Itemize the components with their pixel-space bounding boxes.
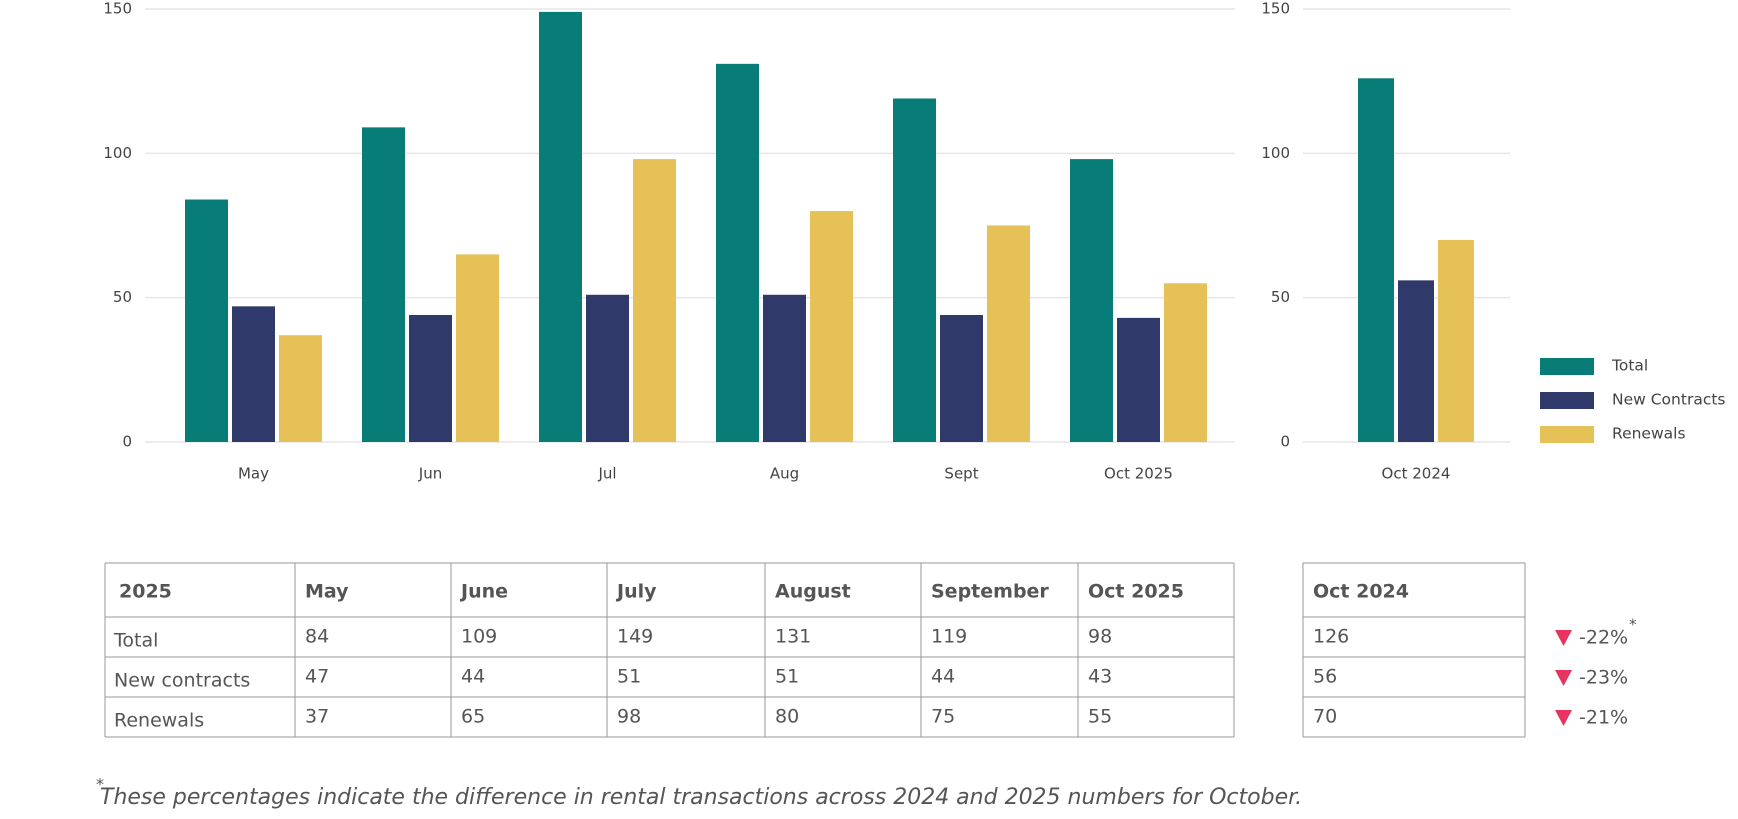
footnote-text: These percentages indicate the differenc… [100,785,1302,810]
bar [1358,78,1394,442]
table-header: September [931,581,1049,603]
table-cell: 47 [305,666,329,688]
legend-swatch [1540,392,1594,409]
bar [409,314,452,442]
table-header: Oct 2024 [1313,581,1409,603]
table-header: 2025 [119,581,172,603]
table-cell: 43 [1088,666,1112,688]
y-tick-label: 50 [113,288,132,306]
table-cell: 98 [617,706,641,728]
table-cell: 55 [1088,706,1112,728]
change-label: -22% [1579,627,1628,649]
bar [362,127,405,442]
bar [940,314,983,442]
down-arrow [1555,670,1572,686]
row-label: Total [113,630,158,652]
x-tick-label: Jun [418,465,442,483]
bar [586,294,629,442]
table-cell: 149 [617,626,653,648]
table-cell: 80 [775,706,799,728]
table-cell: 75 [931,706,955,728]
table-header: July [615,581,657,603]
table-cell: 84 [305,626,329,648]
table-cell: 119 [931,626,967,648]
x-tick-label: May [238,465,269,483]
table-cell: 37 [305,706,329,728]
change-marker: * [1629,616,1637,634]
x-tick-label: Oct 2024 [1382,465,1451,483]
bar [232,306,275,442]
table-cell: 70 [1313,706,1337,728]
bar [539,11,582,443]
y-tick-label: 100 [1261,144,1290,162]
table-cell: 65 [461,706,485,728]
table-header: June [459,581,508,603]
bar [633,159,676,442]
x-tick-label: Oct 2025 [1104,465,1173,483]
table-cell: 51 [617,666,641,688]
y-tick-label: 150 [103,0,132,18]
bar [1398,280,1434,442]
footnote-marker: * [96,775,104,794]
bar [1164,283,1207,442]
change-label: -23% [1579,667,1628,689]
bar [456,254,499,442]
table-cell: 98 [1088,626,1112,648]
bar [716,63,759,442]
legend-swatch [1540,426,1594,443]
y-tick-label: 100 [103,144,132,162]
bar [1438,239,1474,442]
y-tick-label: 50 [1271,288,1290,306]
table-cell: 56 [1313,666,1337,688]
table-cell: 109 [461,626,497,648]
bar [1070,159,1113,442]
bar [810,211,853,442]
table-cell: 44 [931,666,955,688]
table-cell: 44 [461,666,485,688]
legend-label: New Contracts [1612,391,1726,409]
table-cell: 131 [775,626,811,648]
y-tick-label: 0 [122,433,132,451]
table-header: May [305,581,349,603]
down-arrow [1555,710,1572,726]
legend-label: Total [1611,357,1648,375]
x-tick-label: Sept [944,465,978,483]
legend-swatch [1540,358,1594,375]
y-tick-label: 150 [1261,0,1290,18]
table-cell: 51 [775,666,799,688]
x-tick-label: Aug [770,465,799,483]
bar [987,225,1030,442]
row-label: Renewals [114,710,204,732]
table-header: Oct 2025 [1088,581,1184,603]
bar [185,199,228,442]
legend-label: Renewals [1612,425,1686,443]
bar [763,294,806,442]
bar [893,98,936,442]
down-arrow [1555,630,1572,646]
bar [1117,317,1160,442]
y-tick-label: 0 [1280,433,1290,451]
bar [279,335,322,442]
change-label: -21% [1579,707,1628,729]
x-tick-label: Jul [597,465,616,483]
table-cell: 126 [1313,626,1349,648]
row-label: New contracts [114,670,250,692]
table-header: August [775,581,851,603]
